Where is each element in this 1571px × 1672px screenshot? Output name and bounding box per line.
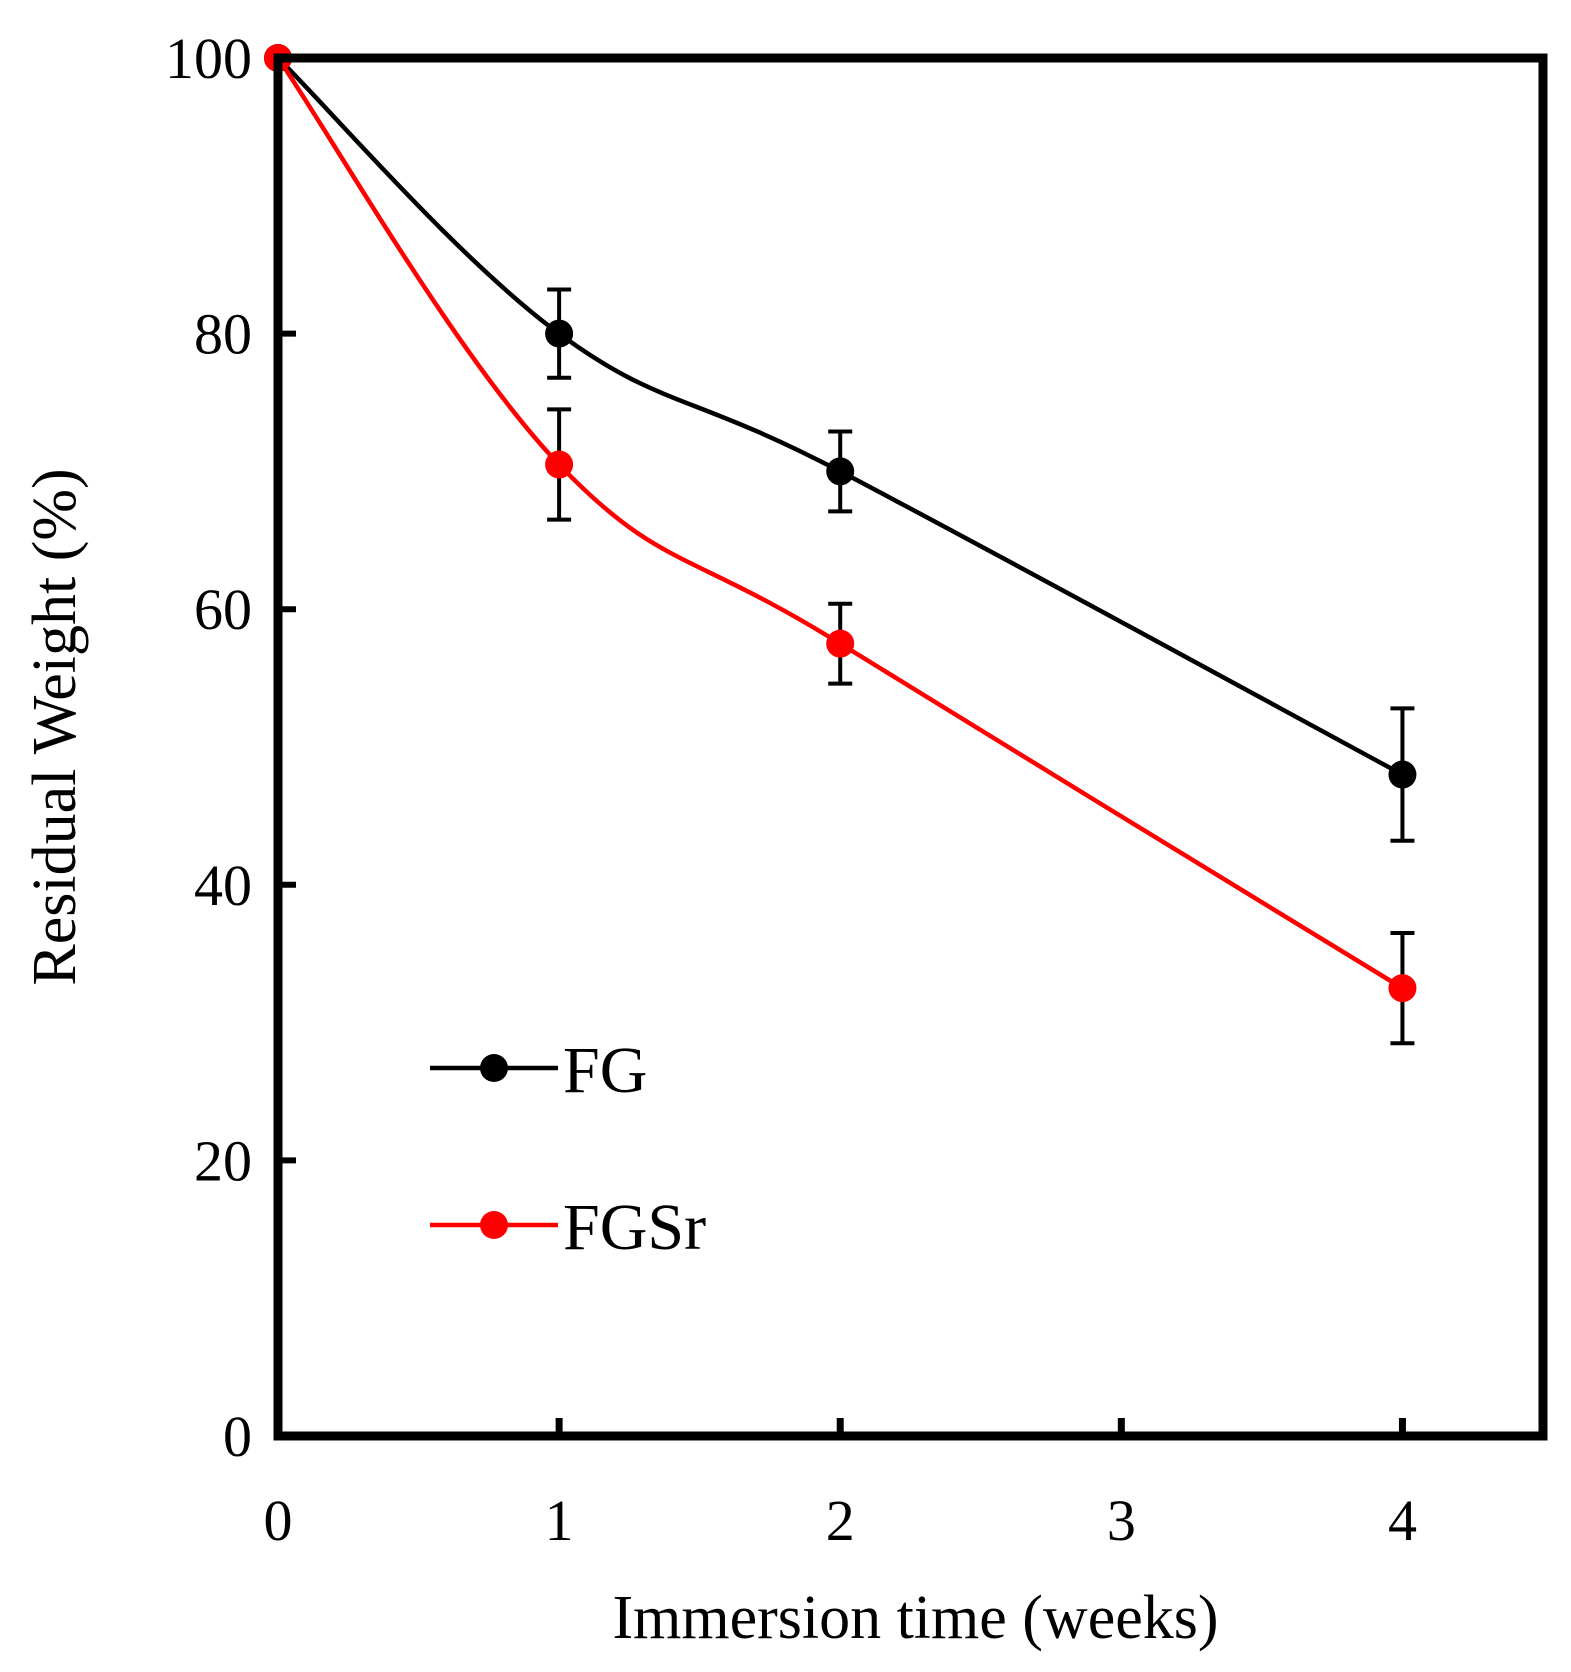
legend-item-fg: FG <box>430 1034 647 1107</box>
legend-item-fgsr: FGSr <box>430 1191 706 1264</box>
legend-marker-fgsr <box>480 1211 508 1239</box>
series-line-fg <box>276 56 1404 777</box>
y-tick-labels: 0 20 40 60 80 100 <box>165 26 252 1469</box>
x-tick-label-0: 0 <box>264 1488 293 1553</box>
y-tick-label-1: 20 <box>194 1128 252 1193</box>
plot-frame <box>273 53 1548 1441</box>
data-points <box>264 44 1417 1003</box>
x-tick-label-2: 2 <box>826 1488 855 1553</box>
legend-label-fgsr: FGSr <box>563 1191 706 1264</box>
y-tick-label-4: 80 <box>194 302 252 367</box>
y-axis-label: Residual Weight (%) <box>21 468 89 985</box>
data-point-fg-1 <box>545 319 574 348</box>
x-tick-labels: 0 1 2 3 4 <box>264 1488 1417 1553</box>
legend: FG FGSr <box>430 1034 706 1264</box>
x-tick-label-3: 3 <box>1107 1488 1136 1553</box>
data-point-fg-3 <box>1388 760 1417 789</box>
data-point-fgsr-2 <box>826 629 855 658</box>
x-tick-label-4: 4 <box>1388 1488 1417 1553</box>
series-lines <box>276 56 1404 991</box>
y-tick-label-0: 0 <box>223 1404 252 1469</box>
y-tick-label-3: 60 <box>194 577 252 642</box>
x-tick-label-1: 1 <box>545 1488 574 1553</box>
data-point-fgsr-1 <box>545 450 574 479</box>
y-tick-label-2: 40 <box>194 853 252 918</box>
error-bars <box>547 287 1415 1046</box>
data-point-fg-2 <box>826 457 855 486</box>
axis-ticks <box>274 55 1406 1439</box>
x-axis-label: Immersion time (weeks) <box>612 1584 1218 1652</box>
legend-label-fg: FG <box>563 1034 647 1107</box>
data-point-fgsr-3 <box>1388 974 1417 1003</box>
legend-marker-fg <box>480 1054 508 1082</box>
series-line-fgsr <box>276 56 1404 991</box>
y-tick-label-5: 100 <box>165 26 252 91</box>
